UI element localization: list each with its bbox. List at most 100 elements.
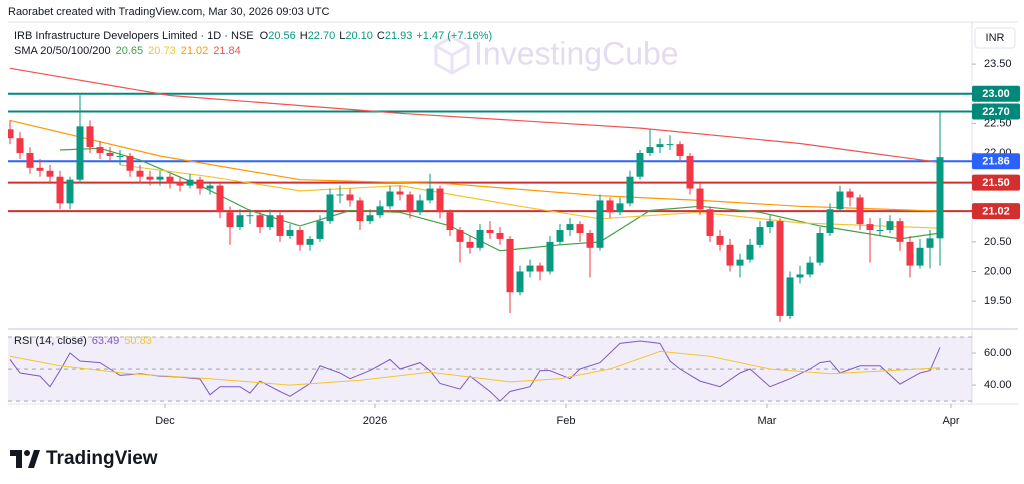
candle-body (36, 167, 44, 171)
ohlc-key: C (377, 30, 385, 42)
candle-body (336, 194, 344, 196)
currency-box[interactable] (974, 27, 1016, 49)
y-tick-label: 23.50 (984, 58, 1012, 70)
candle-body (566, 224, 574, 231)
rsi-value: 63.49 (92, 335, 120, 347)
y-tick-label: 20.00 (984, 265, 1012, 277)
x-tick-label: Dec (155, 415, 175, 427)
candle-body (516, 271, 524, 293)
price-label: 23.00 (982, 88, 1010, 100)
candle-body (386, 191, 394, 207)
candle-body (266, 215, 274, 228)
x-tick-label: Feb (557, 415, 576, 427)
candle-body (426, 188, 434, 201)
candle-body (46, 170, 54, 177)
candle-body (866, 224, 874, 231)
candle-body (556, 230, 564, 242)
y-tick-label: 20.50 (984, 236, 1012, 248)
sma-value: 20.65 (116, 45, 144, 57)
candle-body (346, 194, 354, 201)
candle-body (316, 221, 324, 239)
candle-body (106, 153, 114, 156)
candle-body (86, 126, 94, 148)
sma-value: 21.84 (213, 45, 241, 57)
ohlc-value: 21.93 (385, 30, 413, 42)
price-pane (8, 67, 972, 322)
candle-body (396, 191, 404, 195)
brand: TradingView (46, 448, 158, 469)
candle-body (496, 232, 504, 239)
candle-body (756, 227, 764, 245)
candle-body (876, 230, 884, 232)
candle-body (826, 209, 834, 233)
candle-body (796, 274, 804, 278)
candle-body (16, 138, 24, 154)
candle-body (126, 155, 134, 171)
sma-value: 21.02 (181, 45, 209, 57)
candle-body (216, 185, 224, 213)
y-tick-label: 19.50 (984, 295, 1012, 307)
candle-body (676, 144, 684, 156)
y-tick-label: 60.00 (984, 347, 1012, 359)
x-tick-label: 2026 (363, 415, 387, 427)
watermark-icon (434, 35, 470, 75)
candle-body (596, 200, 604, 248)
candle-body (186, 179, 194, 186)
candle-body (486, 230, 494, 233)
candle-body (146, 176, 154, 180)
ohlc-key: H (300, 30, 308, 42)
candle-body (936, 157, 944, 239)
price-label-box (972, 203, 1020, 220)
candle-body (66, 179, 74, 204)
rsi-pane (8, 336, 972, 402)
candle-body (696, 188, 704, 210)
candle-body (296, 230, 304, 245)
candle-body (326, 194, 334, 222)
candle-body (836, 191, 844, 210)
candle-body (786, 277, 794, 316)
price-label: 21.86 (982, 156, 1010, 168)
candle-body (526, 265, 534, 272)
candle-body (646, 147, 654, 154)
candle-body (166, 176, 174, 183)
price-label: 21.50 (982, 177, 1010, 189)
candle-body (56, 176, 64, 204)
candle-body (766, 221, 774, 228)
candle-body (546, 241, 554, 272)
attribution: Raorabet created with TradingView.com, M… (8, 6, 329, 18)
candle-body (716, 235, 724, 245)
candle-body (616, 203, 624, 213)
price-label-box (972, 174, 1020, 191)
candle-body (926, 238, 934, 248)
candle-body (196, 179, 204, 189)
candle-body (206, 185, 214, 189)
candle-body (536, 265, 544, 272)
candle-body (176, 182, 184, 186)
x-tick-label: Apr (942, 415, 959, 427)
candle-body (746, 244, 754, 260)
change: +1.47 (+7.16%) (416, 30, 492, 42)
candle-body (116, 155, 124, 157)
ohlc-value: 20.10 (345, 30, 373, 42)
candle-body (236, 215, 244, 228)
candle-body (476, 230, 484, 248)
rsi-value: 50.83 (124, 335, 152, 347)
ohlc-key: L (339, 30, 345, 42)
candle-body (306, 238, 314, 245)
candle-body (916, 247, 924, 266)
candle-body (26, 153, 34, 168)
candle-body (586, 232, 594, 248)
rsi-title: RSI (14, close) (14, 335, 87, 347)
ohlc-value: 20.56 (268, 30, 296, 42)
candle-body (416, 200, 424, 213)
candle-body (446, 212, 454, 231)
candle-body (226, 212, 234, 228)
candle-body (376, 206, 384, 216)
tradingview-logo (10, 450, 40, 468)
indicator-line (9, 119, 941, 212)
candle-body (356, 200, 364, 222)
legend-sma: SMA 20/50/100/200 20.65 20.73 21.02 21.84 (14, 45, 241, 57)
price-label: 22.70 (982, 106, 1010, 118)
y-tick-label: 40.00 (984, 379, 1012, 391)
